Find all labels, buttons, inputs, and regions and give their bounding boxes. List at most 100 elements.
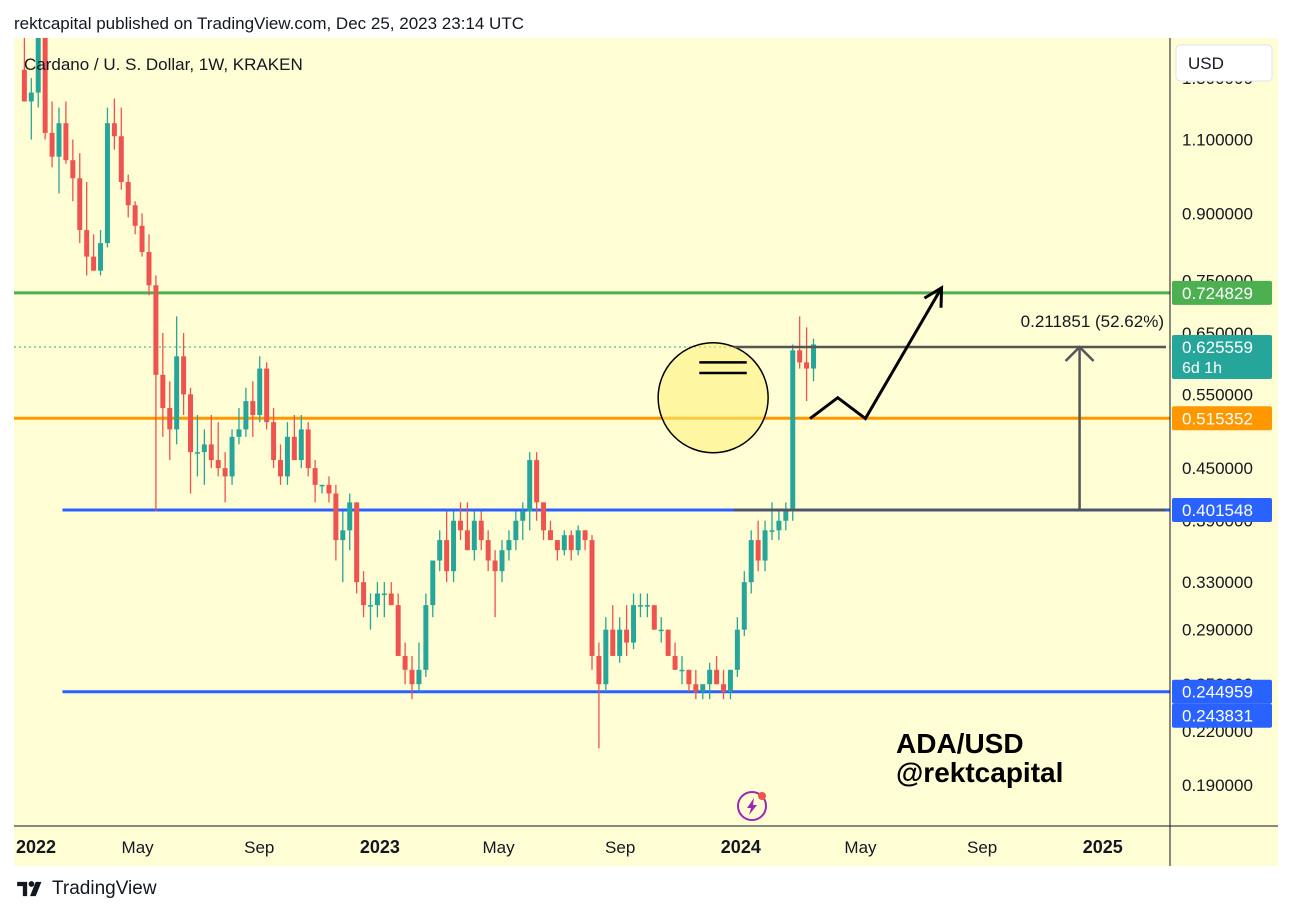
candle-body bbox=[485, 540, 491, 561]
candle bbox=[312, 460, 318, 503]
candle-body bbox=[575, 530, 581, 551]
price-axis-tag: 0.625559 6d 1h bbox=[1172, 335, 1272, 380]
candle bbox=[291, 414, 297, 461]
time-tick-label: Sep bbox=[967, 838, 997, 857]
candle bbox=[153, 275, 159, 512]
candle-body bbox=[665, 629, 671, 656]
price-tick-label: 1.100000 bbox=[1182, 131, 1253, 150]
candle-body bbox=[727, 669, 733, 692]
candle-body bbox=[589, 540, 595, 656]
candle bbox=[741, 571, 747, 637]
candle-body bbox=[305, 429, 311, 469]
candle bbox=[118, 107, 124, 190]
highlight-circle[interactable] bbox=[657, 341, 769, 454]
price-tag-label: 0.724829 bbox=[1182, 284, 1253, 303]
price-chart[interactable]: 0.211851 (52.62%) 1.3000001.1000000.9000… bbox=[14, 38, 1278, 866]
annotation-author: @rektcapital bbox=[896, 757, 1063, 788]
candle-body bbox=[28, 92, 34, 102]
candle-body bbox=[132, 205, 138, 226]
candle bbox=[423, 593, 429, 677]
candle-body bbox=[118, 136, 124, 183]
candle-body bbox=[797, 350, 803, 363]
candle bbox=[91, 234, 97, 271]
candle bbox=[603, 617, 609, 692]
candle-body bbox=[637, 605, 643, 607]
candle-body bbox=[188, 394, 194, 453]
candle bbox=[776, 511, 782, 541]
candle bbox=[243, 387, 249, 437]
candle bbox=[125, 174, 131, 218]
candle bbox=[734, 617, 740, 677]
candle-body bbox=[748, 540, 754, 583]
candle-body bbox=[153, 285, 159, 375]
price-tag-label: 0.244959 bbox=[1182, 683, 1253, 702]
candle-body bbox=[347, 502, 353, 531]
candle bbox=[617, 617, 623, 663]
candle bbox=[354, 502, 360, 594]
candle bbox=[547, 520, 553, 541]
candle bbox=[388, 582, 394, 606]
candle-body bbox=[437, 540, 443, 561]
candle bbox=[284, 422, 290, 485]
candle-body bbox=[721, 684, 727, 692]
candle bbox=[111, 98, 117, 150]
candle bbox=[174, 316, 180, 445]
price-tick-label: 0.330000 bbox=[1182, 573, 1253, 592]
candle bbox=[554, 540, 560, 561]
candle bbox=[146, 234, 152, 296]
candle-body bbox=[707, 669, 713, 685]
price-tag-countdown: 6d 1h bbox=[1182, 360, 1222, 377]
candle bbox=[485, 530, 491, 572]
candle bbox=[624, 605, 630, 656]
price-tag-bg bbox=[1172, 406, 1272, 431]
candle-body bbox=[243, 401, 249, 430]
candle bbox=[132, 201, 138, 235]
candle-body bbox=[811, 344, 817, 369]
chart-container[interactable]: 0.211851 (52.62%) 1.3000001.1000000.9000… bbox=[14, 38, 1278, 866]
candle bbox=[437, 530, 443, 572]
candle bbox=[381, 582, 387, 618]
candle-body bbox=[755, 540, 761, 561]
measure-label: 0.211851 (52.62%) bbox=[1021, 312, 1164, 331]
candle bbox=[160, 332, 166, 437]
candle bbox=[457, 502, 463, 541]
candle bbox=[679, 655, 685, 685]
price-tag-bg bbox=[1172, 703, 1272, 728]
candle-body bbox=[582, 530, 588, 541]
candle-body bbox=[374, 593, 380, 606]
candle-body bbox=[381, 593, 387, 595]
candle bbox=[451, 511, 457, 583]
candle-body bbox=[769, 530, 775, 532]
candle bbox=[84, 182, 90, 276]
candle-body bbox=[257, 368, 263, 415]
candle-body bbox=[804, 362, 810, 369]
candle bbox=[326, 476, 332, 503]
currency-label: USD bbox=[1188, 54, 1224, 73]
candle-body bbox=[464, 530, 470, 551]
alert-icon[interactable] bbox=[737, 791, 767, 821]
plot-background bbox=[14, 38, 1170, 826]
candle-body bbox=[174, 356, 180, 430]
price-tick-label: 0.190000 bbox=[1182, 776, 1253, 795]
currency-button[interactable]: USD bbox=[1175, 44, 1273, 82]
candle-body bbox=[547, 530, 553, 541]
candle-body bbox=[312, 468, 318, 485]
candle bbox=[755, 520, 761, 572]
candle bbox=[589, 535, 595, 670]
candle-body bbox=[264, 368, 270, 423]
candle bbox=[42, 38, 48, 140]
candle bbox=[402, 642, 408, 685]
candle-body bbox=[388, 593, 394, 606]
candle bbox=[361, 571, 367, 618]
candle bbox=[409, 655, 415, 700]
candle-body bbox=[457, 520, 463, 531]
price-axis-tag: 0.243831 bbox=[1172, 703, 1272, 728]
annotation-pair: ADA/USD bbox=[896, 728, 1024, 759]
candle bbox=[305, 422, 311, 477]
candle bbox=[56, 107, 62, 194]
candle-body bbox=[416, 669, 422, 685]
price-axis-tag: 0.244959 bbox=[1172, 679, 1272, 704]
candle-body bbox=[160, 374, 166, 408]
candle bbox=[665, 629, 671, 656]
candle bbox=[49, 101, 55, 168]
